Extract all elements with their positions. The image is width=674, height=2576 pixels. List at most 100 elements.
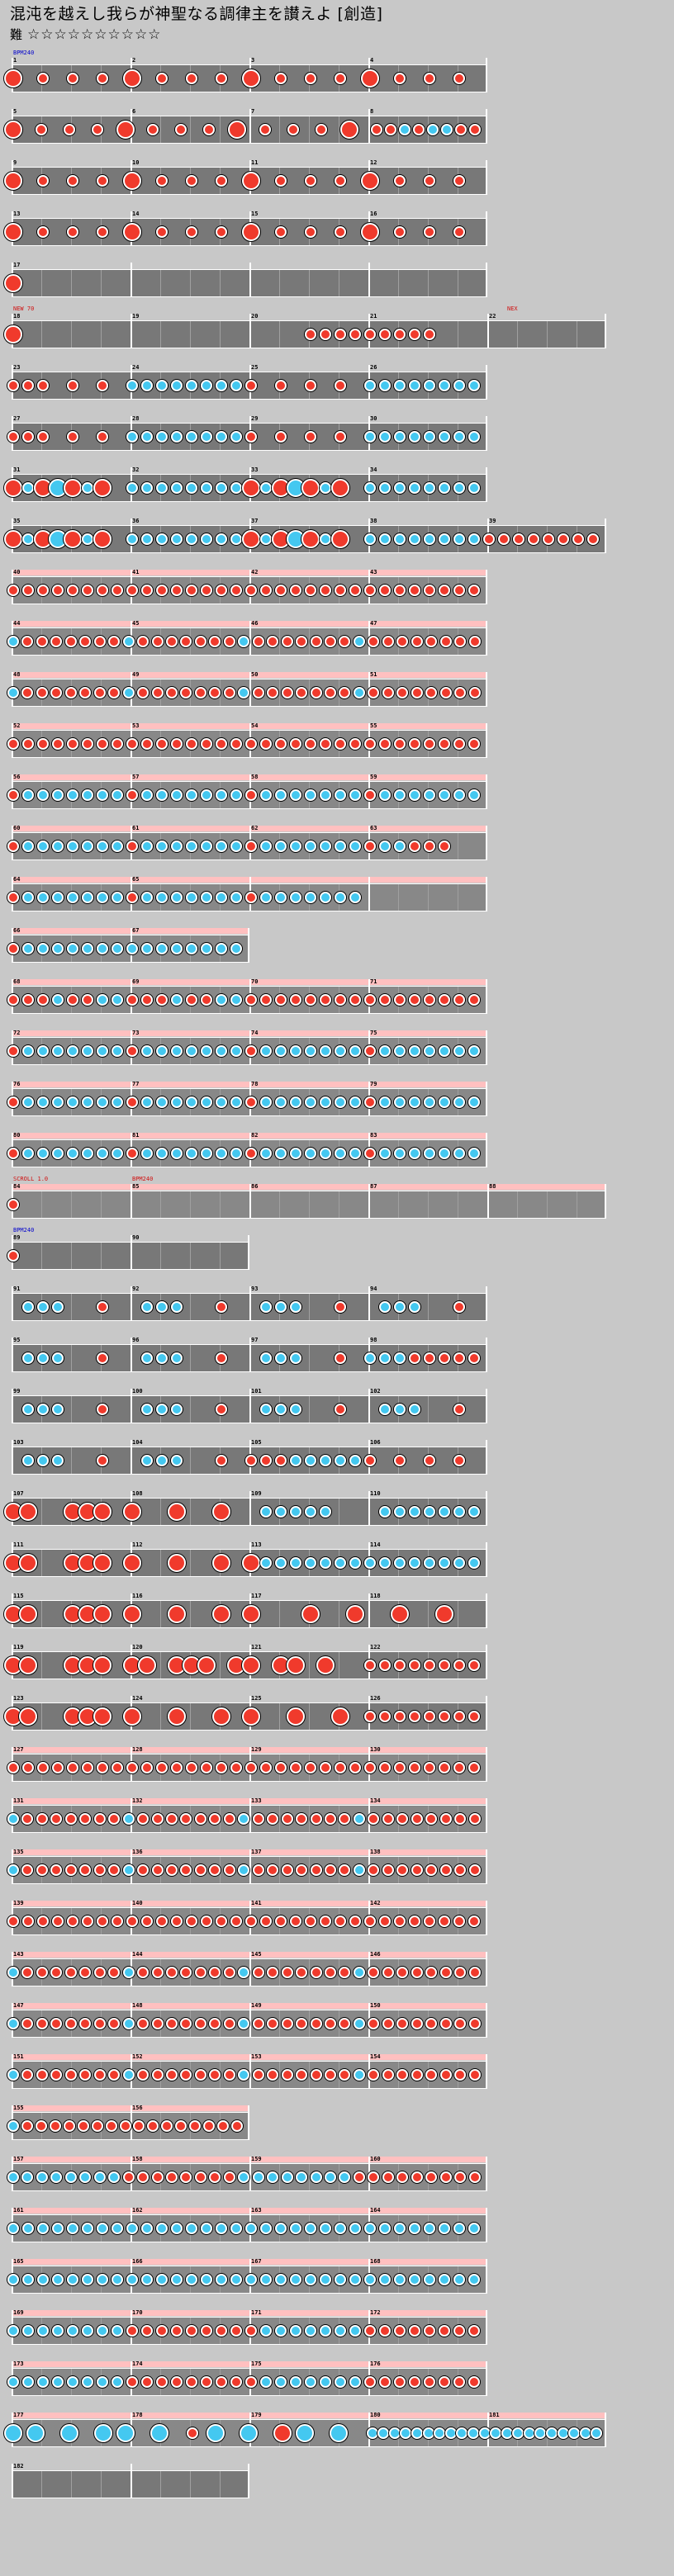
barline [131,2105,132,2140]
don-note [394,175,406,187]
measure-number: 84 [13,1183,21,1190]
measure-number: 16 [370,211,377,217]
don-note [37,585,49,596]
don-note [349,994,361,1006]
ka-note [424,1506,435,1518]
barline [487,314,489,348]
ka-note [349,1455,361,1466]
ka-note [238,1813,250,1825]
don-note [216,175,227,187]
beatline [190,1396,191,1423]
barline [368,1286,370,1321]
ka-note [290,1148,301,1159]
don-note [223,1864,235,1876]
ka-note [305,2325,316,2337]
don-note [52,1762,64,1773]
measure-number: 73 [132,1030,140,1036]
don-note [335,994,346,1006]
don-note [82,1762,93,1773]
don-note [36,2069,48,2081]
don-note [394,226,406,238]
don-big-note [168,1503,186,1521]
beatline [309,270,310,296]
don-note [468,1660,480,1671]
don-note [186,175,197,187]
measure-number: 33 [251,466,259,473]
ka-note [335,789,346,801]
ka-note [52,2274,64,2285]
measure-number: 148 [132,2002,143,2009]
measure-number: 50 [251,671,259,678]
don-note [252,1813,264,1825]
measure-number: 4 [370,57,374,64]
measure-number: 96 [132,1337,140,1343]
chart-row: 123 124 125 126 [4,1695,487,1731]
ka-note [409,380,420,391]
ka-note [37,2274,49,2285]
barline [249,1491,251,1526]
don-big-note [391,1605,409,1623]
beatline [41,270,42,296]
beatline [160,270,161,296]
don-note [82,1915,93,1927]
barline [486,365,487,400]
beatline [220,1652,221,1679]
don-note [216,1352,227,1364]
ka-note [112,1045,123,1057]
don-note [64,636,77,647]
ka-note [7,2274,19,2285]
don-note [137,687,150,698]
ka-note [97,2223,108,2234]
don-big-note [19,1554,37,1572]
don-note [151,1864,164,1876]
ka-note [290,1045,301,1057]
don-note [339,1864,351,1876]
don-note [325,2018,336,2029]
ka-note [79,2171,92,2183]
ka-note [230,1045,242,1057]
don-note [37,226,49,238]
beatline [279,1601,280,1627]
ka-note [22,533,34,545]
don-note [379,1762,391,1773]
measure-number: 115 [13,1593,24,1599]
ka-big-note [26,2424,45,2442]
beatline [71,1191,72,1218]
don-note [325,636,336,647]
don-note [305,380,316,391]
barline [249,672,251,707]
ka-note [156,1096,168,1108]
beatline [190,116,191,143]
chart-row: 66 67 [7,927,249,963]
don-note [245,2376,257,2388]
beatline [220,270,221,296]
barline [12,2464,13,2498]
ka-note [201,1045,212,1057]
chart-row: 40 41 42 43 [7,569,487,604]
beatline [309,680,310,706]
don-note [368,2018,380,2029]
barline [486,723,487,758]
barline [605,1184,606,1219]
don-note [67,994,78,1006]
measure-number: 51 [370,671,377,678]
don-note [296,1864,308,1876]
ka-note [439,1148,450,1159]
ka-note [186,789,197,801]
don-note [260,1915,272,1927]
ka-note [424,1557,435,1569]
chart-row: 76 77 78 79 [7,1081,487,1116]
ka-note [260,789,272,801]
don-note [325,687,336,698]
beatline [41,2471,42,2498]
barline [486,1798,487,1833]
don-note [368,2171,380,2183]
don-note [424,738,435,750]
beatline [220,116,221,143]
don-note [320,329,331,340]
don-note [67,175,78,187]
don-note [409,1711,420,1722]
ka-note [335,2325,346,2337]
don-note [21,1967,34,1978]
ka-note [7,1813,19,1825]
